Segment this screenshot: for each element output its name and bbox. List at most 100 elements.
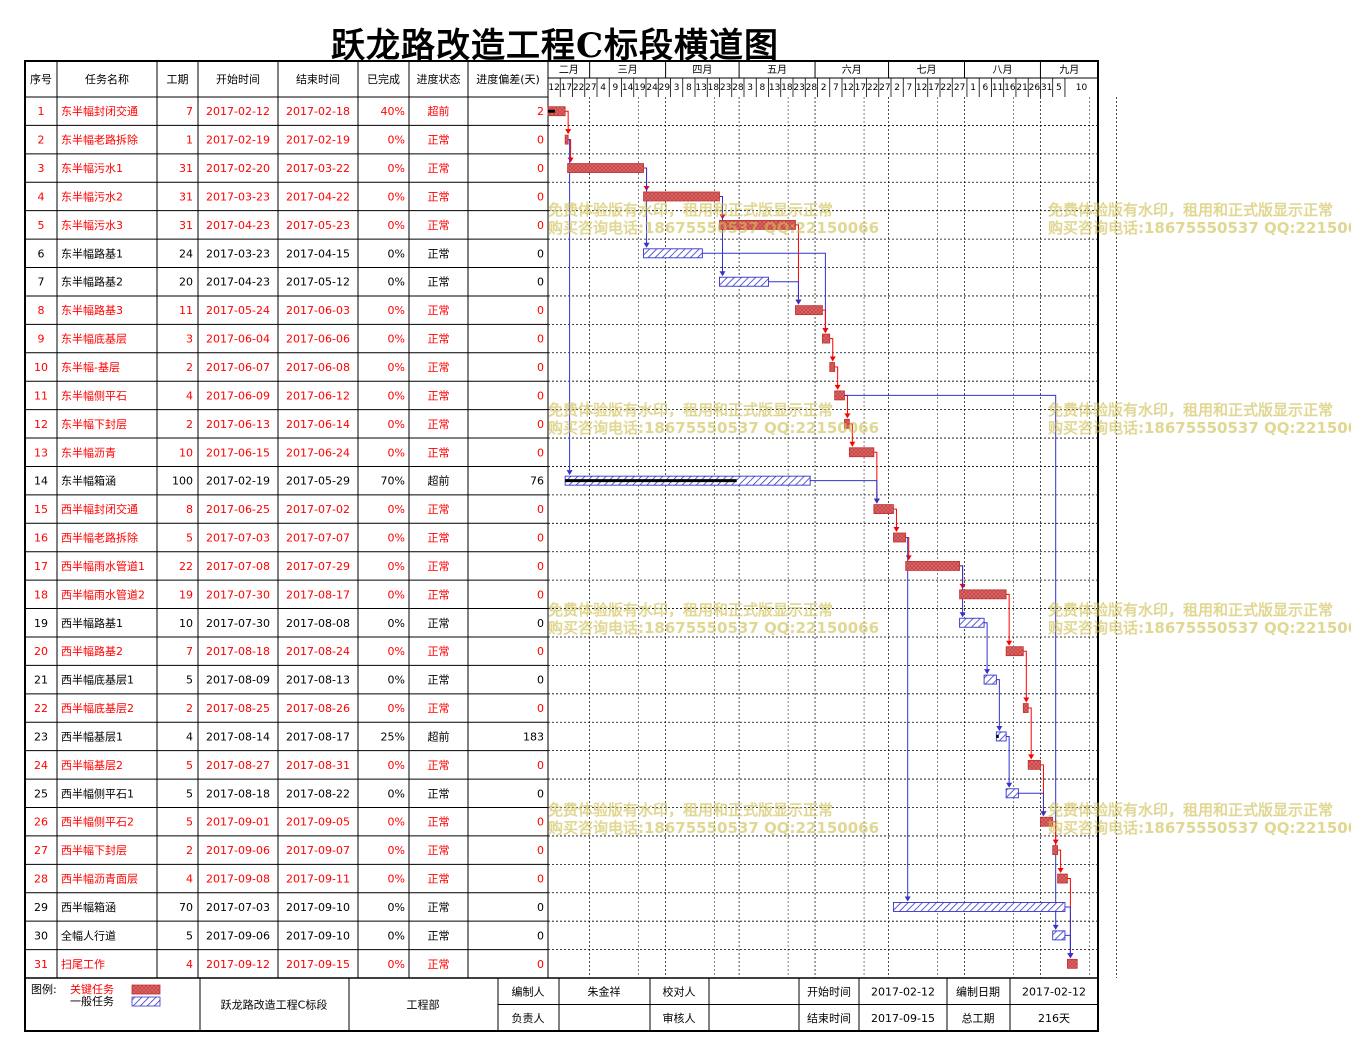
footer-total: 216天: [1038, 1012, 1070, 1025]
day-label: 23: [793, 83, 804, 93]
dependency-arrow: [1040, 811, 1047, 817]
row-task-name: 东半幅污水1: [61, 161, 123, 175]
dependency-link: [829, 338, 834, 361]
critical-bar: [873, 504, 894, 514]
row-deviation: 0: [537, 190, 544, 203]
footer-compiler: 朱金祥: [588, 984, 621, 998]
row-done: 0%: [388, 759, 405, 772]
row-duration: 1: [186, 134, 193, 147]
row-done: 0%: [388, 844, 405, 857]
row-task-name: 全幅人行道: [61, 928, 116, 942]
row-id: 25: [34, 787, 48, 800]
row-done: 0%: [388, 162, 405, 175]
day-label: 19: [634, 83, 646, 93]
row-start: 2017-07-03: [206, 532, 270, 545]
day-label: 3: [674, 83, 680, 93]
row-end: 2017-07-07: [286, 532, 350, 545]
column-header: 进度偏差(天): [476, 72, 540, 86]
row-start: 2017-06-04: [206, 333, 270, 346]
row-task-name: 西半幅老路拆除: [61, 531, 138, 545]
footer-date-label: 编制日期: [956, 984, 1000, 998]
day-label: 22: [940, 83, 951, 93]
row-id: 19: [34, 617, 48, 630]
row-duration: 2: [186, 844, 193, 857]
dependency-link: [768, 281, 799, 304]
day-label: 13: [769, 83, 780, 93]
row-status: 正常: [428, 560, 450, 573]
day-label: 2: [894, 83, 900, 93]
row-duration: 2: [186, 702, 193, 715]
critical-bar: [643, 191, 720, 202]
row-duration: 5: [186, 929, 193, 942]
row-end: 2017-06-03: [286, 304, 350, 317]
footer-reviewer-label: 审核人: [663, 1011, 696, 1025]
critical-bar: [844, 418, 850, 429]
day-label: 17: [928, 83, 939, 93]
dependency-link: [1023, 650, 1027, 702]
dependency-link: [959, 565, 964, 617]
dependency-arrow: [904, 896, 911, 902]
row-status: 正常: [428, 304, 450, 317]
row-id: 5: [38, 219, 45, 232]
row-start: 2017-08-25: [206, 702, 270, 715]
row-id: 31: [34, 958, 48, 971]
day-label: 26: [1029, 83, 1041, 93]
month-label: 二月: [559, 64, 579, 76]
dependency-arrow: [844, 413, 851, 419]
row-start: 2017-07-08: [206, 560, 270, 573]
row-duration: 2: [186, 418, 193, 431]
dependency-arrow: [1006, 640, 1013, 646]
day-label: 12: [548, 83, 559, 93]
day-label: 22: [573, 83, 584, 93]
critical-bar: [795, 305, 823, 316]
row-deviation: 0: [537, 617, 544, 630]
column-header: 结束时间: [296, 73, 340, 86]
dependency-arrow: [795, 299, 802, 305]
dependency-arrow: [1006, 782, 1013, 788]
row-duration: 4: [186, 389, 193, 402]
row-end: 2017-09-15: [286, 958, 350, 971]
dependency-link: [567, 139, 571, 475]
row-end: 2017-03-22: [286, 162, 350, 175]
row-deviation: 0: [537, 588, 544, 601]
row-status: 超前: [428, 729, 450, 743]
row-status: 正常: [428, 446, 450, 459]
row-start: 2017-06-07: [206, 361, 270, 374]
legend-critical-swatch: [131, 984, 161, 995]
row-start: 2017-02-12: [206, 105, 270, 118]
day-label: 12: [842, 83, 853, 93]
dependency-link: [834, 366, 839, 389]
footer-end-label: 结束时间: [807, 1012, 851, 1025]
legend-label: 图例:: [31, 982, 57, 996]
row-task-name: 东半幅底基层: [61, 332, 127, 346]
row-status: 正常: [428, 702, 450, 715]
row-id: 6: [38, 247, 45, 260]
row-done: 0%: [388, 446, 405, 459]
critical-bar: [1027, 759, 1041, 770]
dependency-link: [984, 622, 988, 674]
row-id: 14: [34, 475, 48, 488]
row-deviation: 0: [537, 844, 544, 857]
row-task-name: 东半幅侧平石: [61, 388, 127, 402]
dependency-link: [822, 309, 826, 333]
row-task-name: 西半幅底基层1: [61, 673, 134, 687]
dependency-arrow: [996, 725, 1003, 731]
row-start: 2017-08-18: [206, 645, 270, 658]
row-deviation: 76: [530, 475, 544, 488]
row-deviation: 0: [537, 702, 544, 715]
row-end: 2017-09-10: [286, 929, 350, 942]
row-duration: 31: [179, 190, 193, 203]
row-deviation: 0: [537, 333, 544, 346]
row-task-name: 东半幅老路拆除: [61, 133, 138, 147]
dependency-arrow: [643, 242, 650, 248]
row-status: 正常: [428, 958, 450, 971]
row-status: 正常: [428, 759, 450, 772]
row-id: 10: [34, 361, 48, 374]
row-start: 2017-04-23: [206, 219, 270, 232]
critical-bar: [822, 333, 831, 344]
critical-bar: [567, 163, 644, 173]
row-start: 2017-07-30: [206, 617, 270, 630]
day-label: 24: [646, 83, 658, 93]
row-deviation: 0: [537, 674, 544, 687]
column-header: 序号: [30, 72, 52, 86]
